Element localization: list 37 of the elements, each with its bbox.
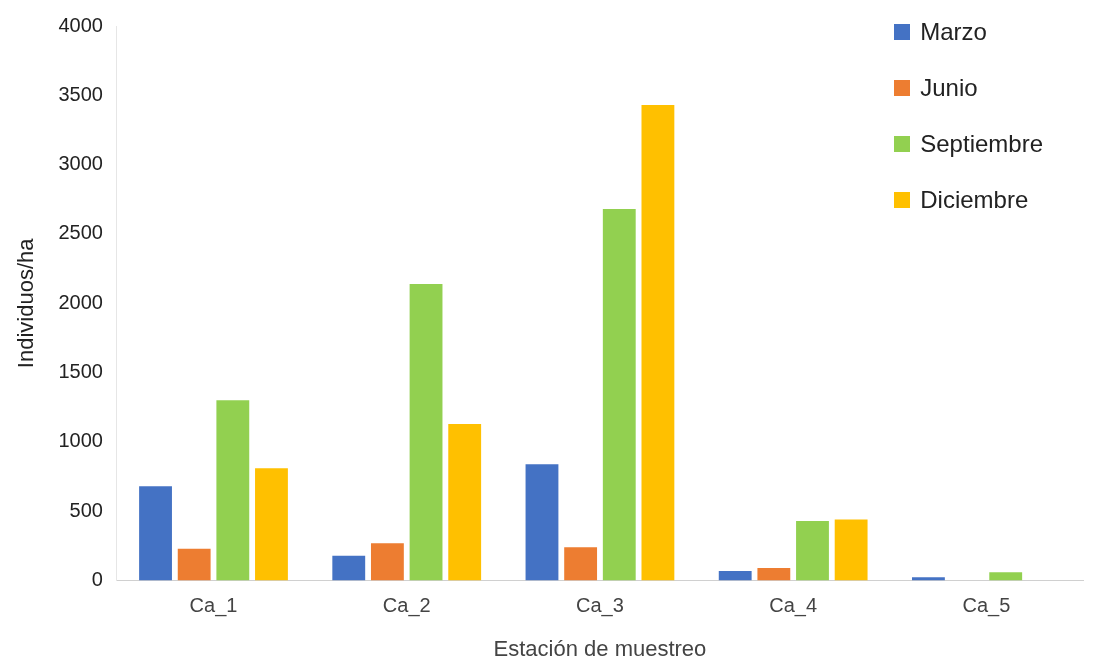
- bar: [718, 570, 752, 581]
- bar: [834, 519, 868, 581]
- y-tick-label: 1000: [58, 429, 103, 452]
- y-tick-label: 4000: [58, 13, 103, 36]
- bar: [216, 400, 250, 581]
- y-tick-label: 0: [91, 568, 103, 591]
- bar: [370, 543, 404, 581]
- y-tick-label: 500: [69, 498, 103, 521]
- bar: [641, 105, 675, 581]
- y-tick-label: 3000: [58, 152, 103, 175]
- legend-label: Marzo: [920, 18, 987, 46]
- bar: [564, 547, 598, 581]
- x-axis-title: Estación de muestreo: [493, 635, 707, 661]
- y-tick-label: 3500: [58, 82, 103, 105]
- y-tick-label: 2500: [58, 221, 103, 244]
- legend-label: Septiembre: [920, 130, 1043, 158]
- x-tick-label: Ca_2: [382, 594, 431, 618]
- x-tick-label: Ca_4: [769, 594, 818, 618]
- bar: [757, 568, 791, 581]
- bar: [602, 209, 636, 581]
- x-tick-label: Ca_3: [576, 594, 624, 618]
- bar: [332, 555, 366, 581]
- bar: [255, 468, 288, 581]
- legend-label: Junio: [920, 74, 978, 102]
- y-tick-label: 2000: [58, 290, 103, 313]
- legend-label: Diciembre: [920, 186, 1029, 214]
- x-tick-label: Ca_5: [962, 594, 1011, 618]
- x-tick-label: Ca_1: [189, 594, 238, 618]
- bar: [796, 520, 829, 581]
- bar: [448, 423, 482, 581]
- bar: [139, 486, 172, 581]
- bar: [177, 548, 211, 581]
- bar: [409, 283, 443, 581]
- bar: [525, 464, 559, 581]
- y-tick-label: 1500: [58, 360, 103, 383]
- y-axis-title: Individuos/ha: [13, 237, 39, 369]
- bar: [989, 572, 1023, 581]
